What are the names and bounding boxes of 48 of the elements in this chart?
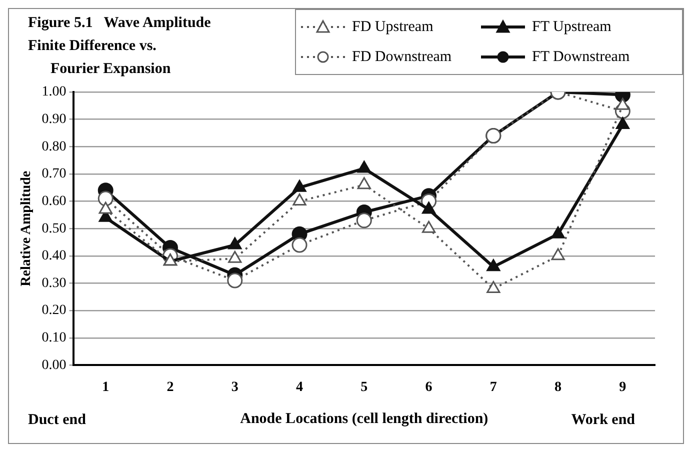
y-tick-label: 0.80 <box>42 139 66 154</box>
x-tick-label: 1 <box>102 380 110 396</box>
y-tick-label: 0.10 <box>42 330 66 346</box>
text: Duct end <box>28 412 87 428</box>
x-tick-label: 5 <box>360 380 368 396</box>
legend-label: FD Downstream <box>352 48 452 66</box>
point <box>357 160 371 173</box>
point <box>616 98 630 110</box>
point <box>292 180 306 192</box>
point <box>228 250 242 263</box>
point <box>616 117 630 130</box>
y-tick-label: 0.40 <box>42 248 66 264</box>
point <box>486 259 500 272</box>
x-tick-label: 7 <box>490 380 497 396</box>
point <box>551 226 565 238</box>
point <box>228 237 242 250</box>
point <box>422 202 436 214</box>
x-tick-label: 3 <box>231 380 238 396</box>
x-axis-title: Anode Locations (cell length direction) <box>240 410 488 427</box>
y-tick-label: 0.90 <box>42 112 66 127</box>
point <box>486 280 500 293</box>
point <box>292 237 308 253</box>
point <box>292 194 306 206</box>
y-tick-label: 0.60 <box>42 194 66 209</box>
point <box>356 212 372 228</box>
x-tick-label: 2 <box>166 380 174 396</box>
x-tick-label: 9 <box>619 380 626 396</box>
legend-label: FD Upstream <box>352 18 434 36</box>
point <box>98 202 112 214</box>
point <box>422 220 436 233</box>
point <box>98 190 114 206</box>
y-tick-label: 0.50 <box>42 221 66 236</box>
y-tick-label: 0.30 <box>42 276 66 291</box>
point <box>357 177 371 190</box>
legend-label: FT Downstream <box>532 48 630 66</box>
chart-title: Figure 5.1 Wave Amplitude Finite Difference vs. Fourier Expansion <box>28 14 211 79</box>
y-tick-label: 0.70 <box>42 166 66 182</box>
x-tick-label: 8 <box>554 380 562 396</box>
point <box>551 248 565 260</box>
x-tick-label: 4 <box>296 380 304 396</box>
y-tick-label: 1.00 <box>42 84 66 100</box>
y-axis-title: Relative Amplitude <box>19 170 34 286</box>
y-tick-label: 0.00 <box>42 358 66 373</box>
text: Work end <box>571 412 636 428</box>
point <box>227 272 243 288</box>
x-tick-label: 6 <box>425 380 432 396</box>
legend-label: FT Upstream <box>532 18 612 36</box>
y-tick-label: 0.20 <box>42 303 66 318</box>
